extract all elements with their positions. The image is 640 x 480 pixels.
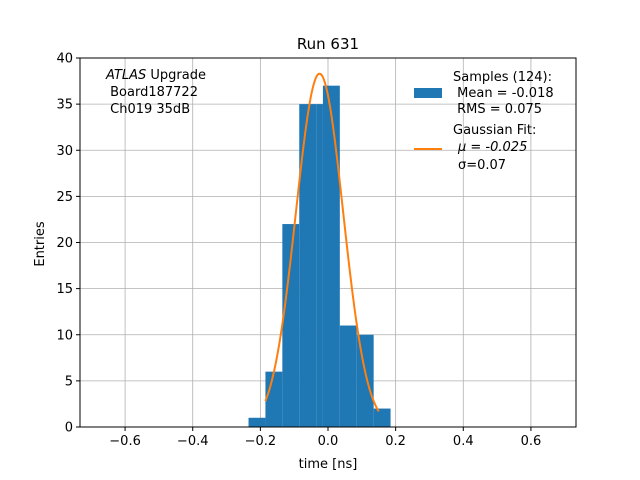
histogram-bar [356,334,374,427]
legend-fit-line-3: σ=0.07 [458,158,506,173]
legend: Samples (124): Mean = -0.018 RMS = 0.075… [414,70,554,173]
y-axis-ticks: 0 5 10 15 20 25 30 35 40 [56,52,80,436]
histogram-bar [265,371,283,427]
gaussian-fit-line [264,72,380,412]
x-tick-label: −0.2 [245,434,277,449]
x-tick-label: −0.4 [177,434,209,449]
histogram-bar [316,104,323,427]
y-tick-label: 25 [56,190,73,205]
x-tick-label: −0.6 [109,434,141,449]
gaussian-fit-curve [264,72,380,412]
histogram-bar [322,85,340,428]
legend-fit-line-2: μ = -0.025 [457,140,527,155]
legend-samples-line-2: Mean = -0.018 [453,86,554,101]
y-tick-label: 20 [56,236,73,251]
y-axis-label: Entries [33,221,48,267]
histogram-bar [373,408,391,427]
legend-samples-line-3: RMS = 0.075 [453,102,542,117]
x-tick-label: 0.6 [521,434,542,449]
legend-samples-line-1: Samples (124): [453,70,552,85]
x-axis-label: time [ns] [299,457,358,472]
x-axis-ticks: −0.6 −0.4 −0.2 0.0 0.2 0.4 0.6 [109,427,541,449]
histogram-bar [299,104,317,427]
y-tick-label: 35 [56,98,73,113]
histogram-bar [248,417,266,427]
legend-samples-swatch [414,88,442,98]
chart-title: Run 631 [297,35,359,53]
y-tick-label: 30 [56,144,73,159]
histogram-bars [248,85,391,428]
histogram-bar [339,325,357,427]
annotation-line-1: ATLAS Upgrade [105,68,206,83]
legend-fit-line-1: Gaussian Fit: [453,123,536,138]
y-tick-label: 10 [56,328,73,343]
y-tick-label: 0 [65,421,73,436]
x-tick-label: 0.4 [453,434,474,449]
x-tick-label: 0.2 [385,434,406,449]
y-tick-label: 5 [65,374,73,389]
atlas-annotation: ATLAS Upgrade Board187722 Ch019 35dB [105,68,206,117]
annotation-line-3: Ch019 35dB [106,102,190,117]
annotation-italic: ATLAS [105,68,146,83]
annotation-rest: Upgrade [146,68,206,83]
y-tick-label: 15 [56,282,73,297]
annotation-line-2: Board187722 [106,85,198,100]
histogram-bar [282,224,300,427]
y-tick-label: 40 [56,52,73,67]
x-tick-label: 0.0 [318,434,339,449]
